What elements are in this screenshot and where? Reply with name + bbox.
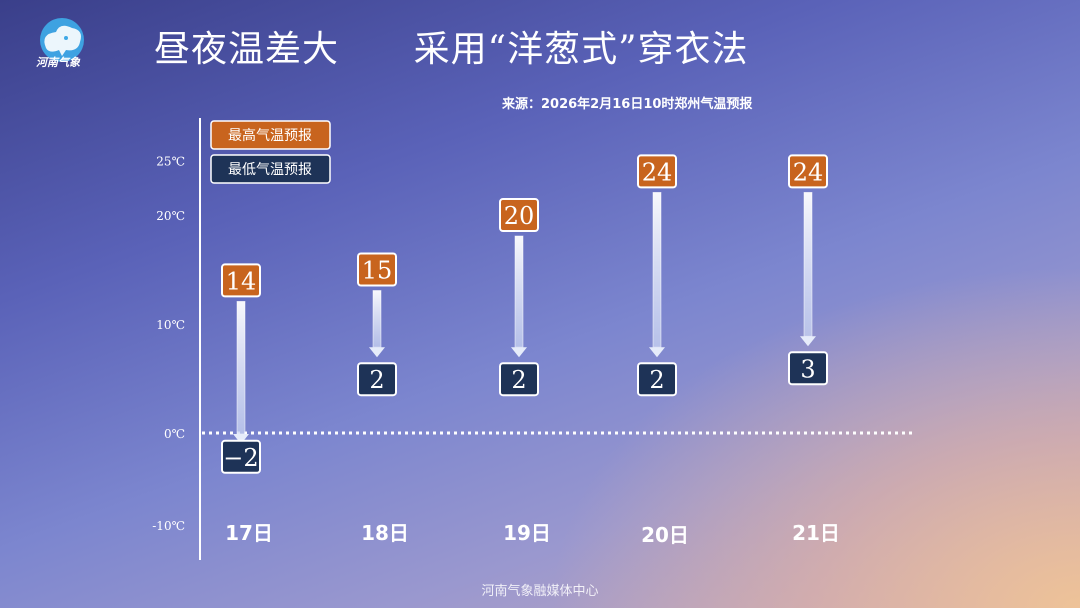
y-tick-label: -10℃ (152, 519, 185, 533)
arrow-shaft (652, 191, 662, 348)
arrow-shaft (372, 290, 382, 348)
y-tick-label: 20℃ (156, 209, 185, 223)
y-tick-label: 10℃ (156, 318, 185, 332)
high-temp-box (637, 154, 677, 189)
low-temp-label: 2 (649, 366, 664, 394)
arrow-head (233, 434, 249, 444)
low-temp-label: 2 (511, 366, 526, 394)
arrow-head (369, 347, 385, 358)
legend-high-box (210, 120, 331, 150)
high-temp-label: 14 (226, 267, 257, 295)
arrow-head (800, 336, 816, 347)
footer-credit: 河南气象融媒体中心 (481, 584, 599, 599)
y-tick-label: 0℃ (164, 427, 185, 441)
legend-high-label: 最高气温预报 (228, 127, 312, 144)
y-tick-label: 25℃ (156, 155, 185, 169)
page-title: 昼夜温差大 采用“洋葱式”穿衣法 (154, 29, 749, 70)
arrow-shaft (514, 235, 524, 348)
high-temp-box (499, 198, 539, 232)
arrow-shaft (803, 191, 813, 337)
legend-low-box (210, 154, 331, 184)
low-temp-box (221, 439, 261, 474)
legend-low-label: 最低气温预报 (228, 162, 312, 178)
arrow-shaft (236, 300, 246, 435)
logo-icon (40, 18, 84, 62)
high-temp-box (221, 263, 261, 298)
high-temp-label: 20 (504, 202, 535, 230)
x-category-label: 17日 (225, 521, 273, 545)
low-temp-box (499, 362, 539, 397)
low-temp-label: 3 (800, 355, 815, 383)
logo-text: 河南气象 (36, 56, 80, 69)
x-category-label: 18日 (361, 521, 409, 545)
low-temp-label: 2 (369, 366, 384, 394)
low-temp-box (788, 351, 828, 386)
arrow-head (511, 347, 527, 358)
x-category-label: 21日 (792, 521, 840, 545)
arrow-head (649, 347, 665, 358)
high-temp-label: 24 (642, 158, 673, 186)
high-temp-label: 15 (362, 257, 393, 285)
high-temp-box (788, 154, 828, 189)
high-temp-box (357, 252, 397, 287)
high-temp-label: 24 (793, 158, 824, 186)
low-temp-label: −2 (223, 444, 258, 472)
x-category-label: 19日 (503, 521, 551, 545)
data-source: 来源：2026年2月16日10时郑州气温预报 (502, 97, 753, 112)
low-temp-box (357, 362, 397, 397)
low-temp-box (637, 362, 677, 397)
x-category-label: 20日 (641, 523, 689, 547)
